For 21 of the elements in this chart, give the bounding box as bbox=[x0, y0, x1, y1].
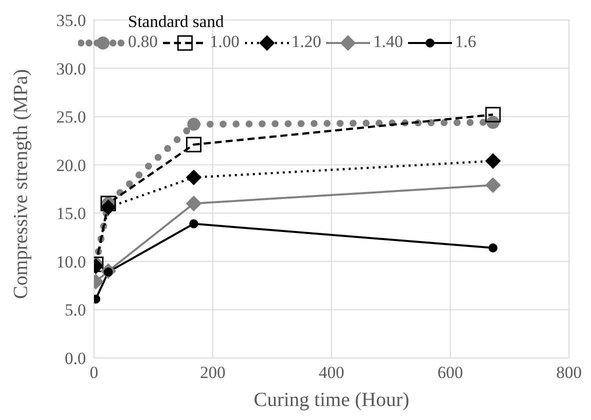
legend-title: Standard sand bbox=[128, 12, 225, 32]
y-tick-label: 5.0 bbox=[64, 300, 86, 320]
x-tick-label: 400 bbox=[318, 363, 344, 382]
x-tick-label: 800 bbox=[556, 363, 582, 382]
x-tick-label: 0 bbox=[90, 363, 98, 382]
x-axis-title: Curing time (Hour) bbox=[254, 389, 410, 411]
legend-label: 1.20 bbox=[292, 32, 322, 51]
y-tick-label: 0.0 bbox=[64, 349, 86, 368]
y-tick-label: 25.0 bbox=[56, 108, 86, 127]
y-axis-title: Compressive strength (MPa) bbox=[10, 69, 32, 299]
legend-label: 0.80 bbox=[128, 32, 158, 51]
y-tick-label: 30.0 bbox=[56, 59, 86, 78]
legend-label: 1.6 bbox=[455, 32, 476, 51]
y-tick-label: 35.0 bbox=[56, 11, 86, 30]
y-tick-label: 20.0 bbox=[56, 156, 86, 175]
x-tick-label: 200 bbox=[200, 363, 226, 382]
legend-label: 1.00 bbox=[210, 32, 240, 51]
x-tick-label: 600 bbox=[438, 363, 463, 382]
y-tick-label: 10.0 bbox=[56, 252, 86, 272]
y-tick-label: 15.0 bbox=[56, 204, 86, 224]
legend-label: 1.40 bbox=[373, 32, 403, 51]
